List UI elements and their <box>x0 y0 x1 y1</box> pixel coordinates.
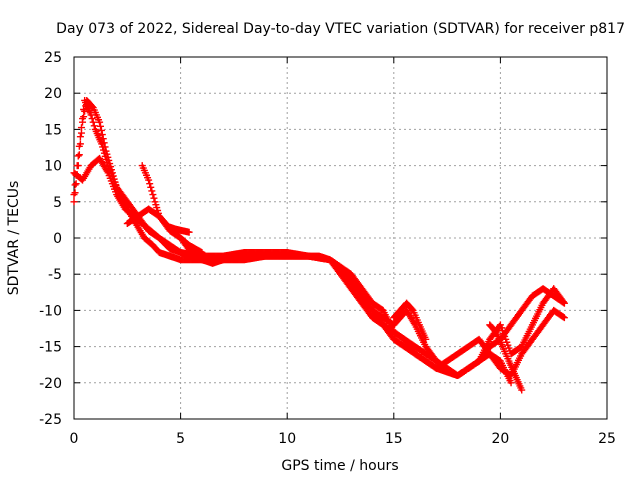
data-point-interp <box>75 151 83 159</box>
data-point-interp <box>101 152 109 160</box>
data-point-interp <box>99 143 107 151</box>
data-point-interp <box>72 180 80 188</box>
data-point <box>518 386 526 394</box>
y-tick-label: -20 <box>39 376 62 392</box>
data-point-interp <box>73 162 81 170</box>
grid <box>74 57 607 419</box>
series-track-a <box>70 96 515 387</box>
data-point <box>422 335 430 343</box>
data-point <box>507 379 515 387</box>
data-point-interp <box>147 183 155 191</box>
series-track-f <box>166 223 193 236</box>
data-point-interp <box>559 298 567 306</box>
chart-title: Day 073 of 2022, Sidereal Day-to-day VTE… <box>56 21 625 37</box>
x-tick-label: 0 <box>70 431 79 447</box>
data-point-interp <box>148 187 156 195</box>
data-point-interp <box>146 180 154 188</box>
data-point <box>98 140 106 148</box>
series-track-h <box>486 321 526 394</box>
data-point-interp <box>74 152 82 160</box>
data-point <box>560 299 568 307</box>
y-tick-label: 5 <box>53 195 62 211</box>
y-tick-label: 15 <box>44 122 62 138</box>
data-point-interp <box>90 122 98 130</box>
data-point <box>185 228 193 236</box>
x-tick-label: 10 <box>278 431 296 447</box>
x-tick-labels: 0 5 10 15 20 25 <box>70 431 616 447</box>
data-point <box>70 198 78 206</box>
data-point-interp <box>71 181 79 189</box>
data-point-interp <box>79 115 87 123</box>
data-point-interp <box>100 149 108 157</box>
axis-ticks <box>73 56 608 420</box>
data-point <box>76 133 84 141</box>
y-tick-label: -15 <box>39 340 62 356</box>
data-marks <box>70 96 568 394</box>
x-axis-label: GPS time / hours <box>281 458 398 474</box>
y-axis-label: SDTVAR / TECUs <box>6 181 22 296</box>
y-tick-label: -10 <box>39 303 62 319</box>
data-point-interp <box>98 131 106 139</box>
data-point-interp <box>96 122 104 130</box>
data-point-interp <box>149 191 157 199</box>
data-point <box>70 191 78 199</box>
data-point-interp <box>150 194 158 202</box>
data-point-interp <box>75 142 83 150</box>
data-point <box>145 176 153 184</box>
data-point-interp <box>100 146 108 154</box>
y-tick-label: 10 <box>44 159 62 175</box>
y-tick-label: 0 <box>53 231 62 247</box>
series-track-g <box>390 299 430 343</box>
x-tick-label: 25 <box>598 431 616 447</box>
x-tick-label: 5 <box>176 431 185 447</box>
data-point <box>87 111 95 119</box>
y-tick-label: 20 <box>44 86 62 102</box>
x-tick-label: 15 <box>385 431 403 447</box>
data-point <box>96 118 104 126</box>
data-point-interp <box>410 319 418 327</box>
data-point <box>560 314 568 322</box>
data-point <box>198 248 206 256</box>
data-point-interp <box>89 118 97 126</box>
y-tick-label: -25 <box>39 412 62 428</box>
x-tick-label: 20 <box>491 431 509 447</box>
data-point-interp <box>97 126 105 134</box>
data-point-interp <box>77 124 85 132</box>
data-point-interp <box>80 105 88 113</box>
data-point-interp <box>559 313 567 321</box>
y-tick-label: -5 <box>48 267 62 283</box>
data-point-interp <box>88 115 96 123</box>
y-tick-label: 25 <box>44 50 62 66</box>
data-point-interp <box>103 167 111 175</box>
y-tick-labels: -25 -20 -15 -10 -5 0 5 10 15 20 25 <box>39 50 62 428</box>
